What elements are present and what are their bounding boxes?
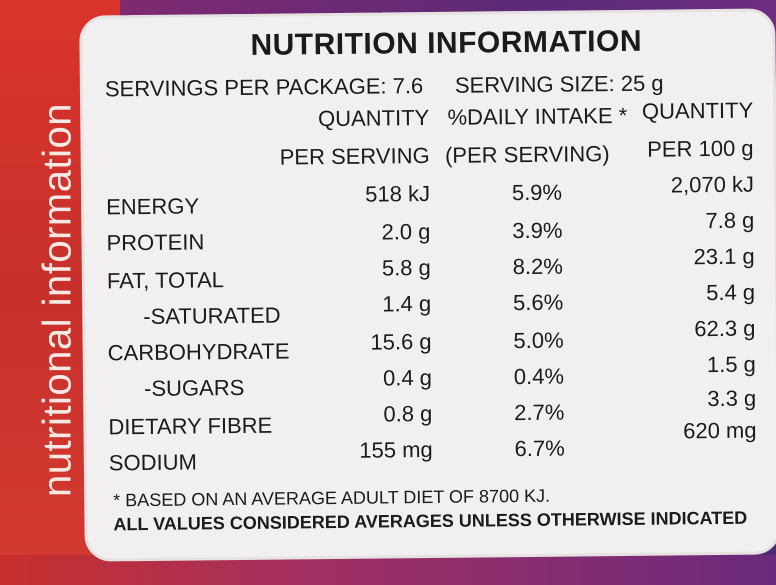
cell-daily-intake: 8.2%: [512, 253, 563, 280]
cell-per-serving: 0.4 g: [382, 364, 433, 391]
cell-per-100g: 62.3 g: [694, 315, 756, 342]
row-label: -SATURATED: [143, 302, 281, 330]
cell-per-100g: 23.1 g: [693, 243, 755, 270]
panel-title: NUTRITION INFORMATION: [250, 24, 643, 62]
cell-per-100g: 7.8 g: [705, 207, 755, 234]
header-col3-line1: QUANTITY: [641, 97, 754, 124]
cell-per-100g: 2,070 kJ: [670, 171, 755, 198]
servings-per-package: SERVINGS PER PACKAGE: 7.6: [104, 73, 424, 102]
cell-per-serving: 1.4 g: [382, 290, 432, 317]
cell-daily-intake: 5.0%: [513, 327, 564, 354]
cell-per-serving: 0.8 g: [383, 400, 433, 427]
cell-per-serving: 2.0 g: [381, 218, 431, 245]
row-label: -SUGARS: [143, 374, 245, 401]
row-label: FAT, TOTAL: [106, 267, 225, 294]
row-label: PROTEIN: [106, 229, 205, 256]
cell-per-100g: 3.3 g: [707, 385, 757, 412]
cell-daily-intake: 2.7%: [514, 399, 565, 426]
cell-per-100g: 1.5 g: [706, 351, 756, 378]
cell-daily-intake: 3.9%: [512, 217, 563, 244]
row-label: ENERGY: [106, 193, 200, 220]
side-title: nutritional information: [35, 103, 80, 497]
cell-per-serving: 155 mg: [359, 436, 433, 463]
cell-daily-intake: 6.7%: [514, 435, 565, 462]
header-col1-line1: QUANTITY: [317, 104, 430, 132]
row-label: CARBOHYDRATE: [107, 338, 290, 366]
footnote-averages: ALL VALUES CONSIDERED AVERAGES UNLESS OT…: [113, 507, 748, 535]
row-label: DIETARY FIBRE: [108, 412, 273, 440]
header-col2-line1: %DAILY INTAKE *: [447, 102, 628, 130]
cell-daily-intake: 5.9%: [511, 179, 563, 206]
cell-per-serving: 518 kJ: [365, 180, 431, 207]
cell-per-100g: 620 mg: [683, 417, 757, 444]
cell-daily-intake: 0.4%: [513, 363, 565, 390]
nutrition-panel: NUTRITION INFORMATION SERVINGS PER PACKA…: [79, 8, 776, 562]
cell-daily-intake: 5.6%: [512, 289, 564, 316]
header-col1-line2: PER SERVING: [279, 142, 430, 170]
footnote: * BASED ON AN AVERAGE ADULT DIET OF 8700…: [113, 485, 551, 511]
row-label: SODIUM: [108, 449, 197, 476]
serving-size: SERVING SIZE: 25 g: [454, 70, 664, 98]
cell-per-serving: 15.6 g: [370, 328, 432, 355]
header-col2-line2: (PER SERVING): [444, 141, 610, 168]
header-col3-line2: PER 100 g: [647, 135, 754, 162]
cell-per-serving: 5.8 g: [381, 254, 431, 281]
cell-per-100g: 5.4 g: [706, 279, 756, 306]
